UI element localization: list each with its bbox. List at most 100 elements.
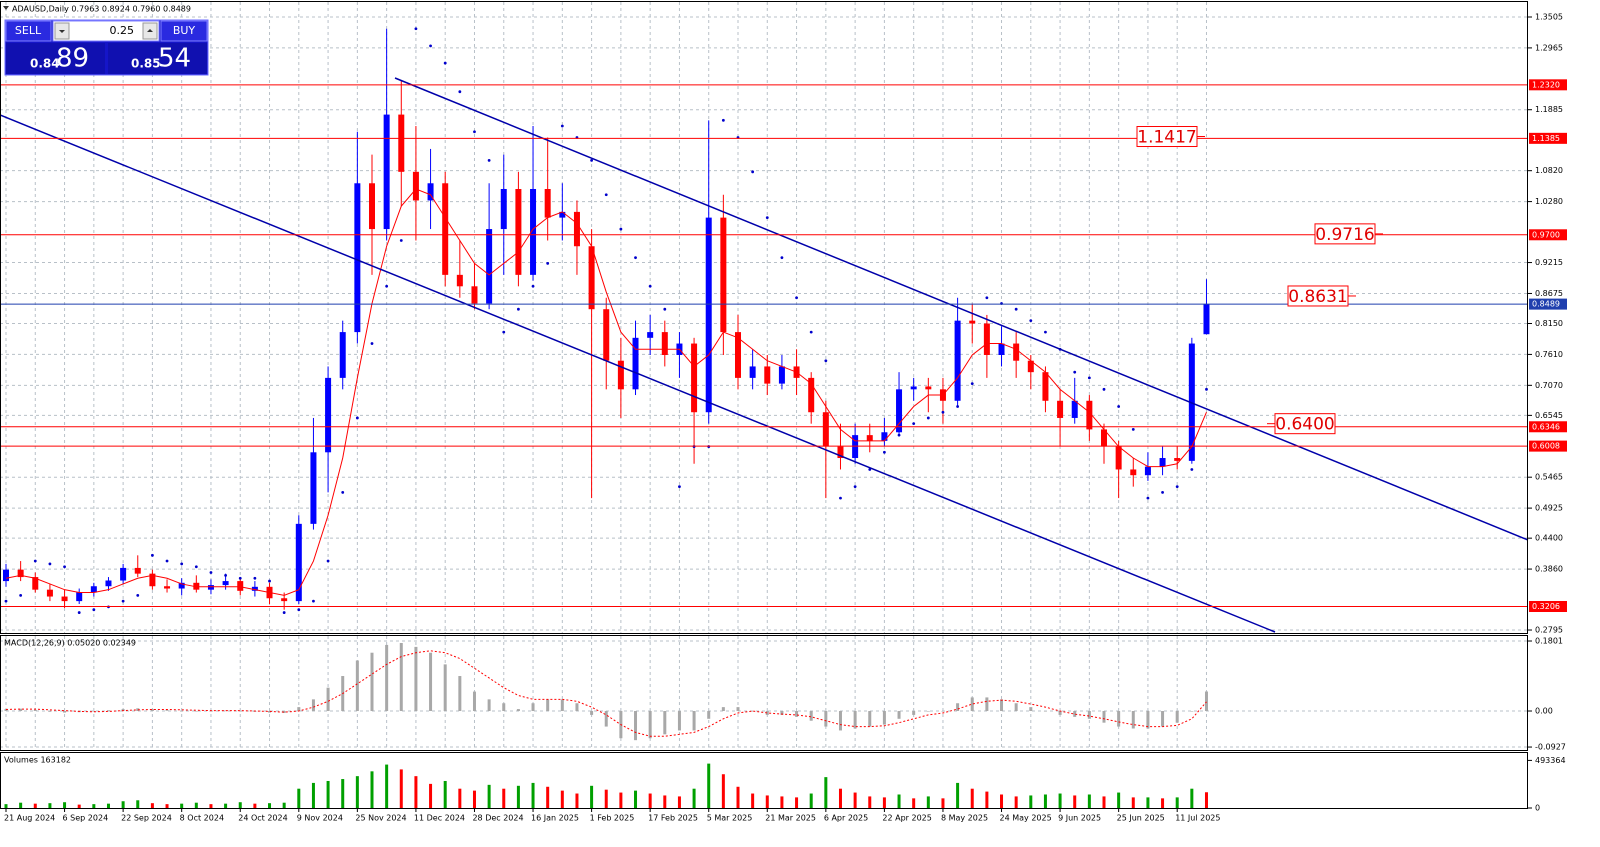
x-tick-label: 28 Dec 2024 [472, 814, 523, 823]
macd-histogram-bar [516, 709, 520, 712]
buy-button[interactable] [160, 20, 208, 42]
volume-bar [136, 800, 140, 808]
level-price-box [1529, 132, 1567, 144]
macd-histogram-bar [180, 711, 184, 712]
macd-histogram-bar [575, 703, 579, 712]
parabolic-sar-dot [780, 256, 784, 260]
volume-bar [1014, 796, 1018, 808]
sell-price-major: 0.84 [30, 57, 60, 71]
volume-bar [677, 796, 681, 808]
volume-bar [238, 802, 242, 808]
level-price-box [1529, 440, 1567, 452]
candle-body [808, 377, 815, 413]
parabolic-sar-dot [926, 416, 930, 420]
y-tick-label: 0.7610 [1535, 350, 1563, 359]
candle-body [778, 366, 785, 384]
parabolic-sar-dot [385, 284, 389, 288]
x-tick-label: 17 Feb 2025 [648, 814, 698, 823]
volume-bar [1161, 798, 1165, 808]
volume-bar [1175, 797, 1179, 808]
volume-bar [912, 798, 916, 808]
candle-body [647, 332, 654, 338]
candle-body [573, 211, 580, 247]
volume-bar [1000, 794, 1004, 808]
candle-body [896, 389, 903, 433]
y-tick-label: 0.00 [1535, 707, 1553, 716]
parabolic-sar-dot [590, 158, 593, 162]
volume-bar [414, 776, 418, 808]
overlay-layer: 21 Aug 2024 6 Sep 2024 22 Sep 2024 8 Oct 20… [0, 5, 1567, 823]
candle-body [149, 573, 156, 587]
macd-histogram-bar [1058, 711, 1062, 715]
sell-button[interactable] [5, 20, 52, 42]
volume-bar [268, 803, 272, 808]
candle-body [237, 581, 244, 591]
level-price-box [1529, 600, 1567, 612]
candle-body [76, 592, 83, 602]
level-price-box [1529, 421, 1567, 433]
candle-body [471, 286, 478, 304]
candle-body [193, 582, 200, 590]
buy-price-box[interactable] [108, 43, 207, 74]
parabolic-sar-dot [312, 599, 315, 603]
candle-body [866, 435, 873, 441]
sell-label[interactable]: SELL [15, 24, 42, 37]
candle-body [1144, 466, 1151, 476]
candle-body [354, 183, 361, 333]
volume-bar [165, 804, 169, 808]
volume-bar [1058, 793, 1062, 808]
parabolic-sar-dot [809, 330, 813, 334]
candle-body [998, 343, 1005, 355]
volume-bar [531, 782, 535, 808]
level-price-label: 1.2320 [1532, 80, 1560, 89]
candle-body [164, 586, 171, 589]
parabolic-sar-dot [180, 562, 184, 566]
volume-bar [838, 788, 842, 808]
macd-histogram-bar [106, 710, 110, 712]
y-tick-label: 0.7070 [1535, 381, 1563, 390]
y-tick-label: 1.3505 [1535, 12, 1563, 21]
macd-histogram-bar [956, 703, 960, 712]
volume-bar [399, 769, 403, 808]
x-tick-label: 24 Oct 2024 [238, 814, 287, 823]
macd-histogram-bar [897, 711, 901, 719]
volume-bar [751, 793, 755, 808]
candle-body [925, 386, 932, 390]
macd-histogram-bar [48, 711, 52, 712]
parabolic-sar-dot [897, 433, 901, 437]
macd-panel-frame [0, 635, 1528, 751]
macd-histogram-bar [150, 709, 154, 712]
macd-histogram-bar [282, 711, 286, 713]
macd-histogram-bar [985, 697, 989, 712]
volume-bar [736, 786, 740, 808]
candle-body [822, 412, 829, 447]
buy-label[interactable]: BUY [173, 24, 196, 37]
parabolic-sar-dot [370, 342, 374, 345]
candle-body [120, 567, 127, 581]
lot-value[interactable]: 0.25 [110, 24, 135, 37]
candle-body [515, 188, 522, 275]
volume-bar [472, 790, 476, 808]
parabolic-sar-dot [824, 359, 828, 363]
candle-body [105, 580, 112, 587]
volume-bar [297, 788, 301, 808]
macd-histogram-bar [736, 707, 740, 712]
parabolic-sar-dot [985, 296, 989, 300]
candle-body [1130, 469, 1137, 476]
candle-body [222, 581, 229, 586]
lot-input[interactable] [52, 20, 160, 42]
parabolic-sar-dot [883, 450, 886, 454]
macd-histogram-bar [663, 711, 667, 735]
candle-body [1101, 429, 1107, 447]
sell-price-box[interactable] [6, 43, 105, 74]
candle-body [544, 188, 551, 218]
moving-average [5, 188, 1207, 596]
candle-body [3, 569, 9, 582]
parabolic-sar-dot [853, 485, 857, 489]
y-tick-label: 0.3860 [1535, 565, 1563, 574]
parabolic-sar-dot [751, 170, 755, 174]
parabolic-sar-dot [1146, 496, 1150, 500]
macd-histogram-bar [136, 708, 140, 712]
parabolic-sar-dot [502, 330, 506, 334]
volume-bar [63, 802, 67, 808]
